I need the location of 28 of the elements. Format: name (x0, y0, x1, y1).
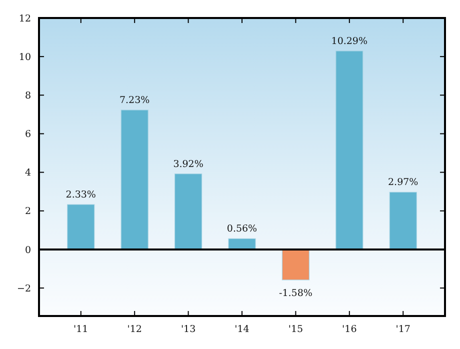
data-label: 0.56% (226, 224, 258, 235)
data-label: 7.23% (120, 95, 150, 106)
x-tick-label: '11 (74, 324, 88, 335)
x-tick-label: '12 (127, 324, 142, 335)
y-tick-label: 10 (18, 52, 31, 63)
x-tick-label: '15 (288, 324, 304, 335)
data-label: 2.33% (66, 190, 96, 201)
x-tick-label: '17 (396, 324, 410, 335)
data-label: -1.58% (279, 288, 312, 299)
bar (389, 192, 417, 250)
y-tick-label: 4 (24, 168, 31, 179)
x-tick-label: '14 (234, 324, 250, 335)
y-tick-label: 0 (24, 244, 31, 256)
y-tick-label: 2 (24, 206, 31, 218)
data-label: 2.97% (388, 177, 418, 188)
y-tick-label: 12 (18, 13, 31, 24)
bar (67, 204, 95, 250)
y-tick-label: 6 (24, 129, 31, 140)
data-label: 10.29% (331, 36, 368, 47)
data-label: 3.92% (173, 158, 204, 170)
y-tick-label: 8 (24, 90, 31, 102)
bar (282, 249, 310, 280)
bar (174, 174, 202, 250)
bar (120, 110, 148, 250)
x-tick-label: '13 (180, 324, 196, 335)
bar (336, 50, 364, 250)
x-tick-label: '16 (342, 324, 357, 335)
y-tick-label: −2 (16, 283, 31, 294)
